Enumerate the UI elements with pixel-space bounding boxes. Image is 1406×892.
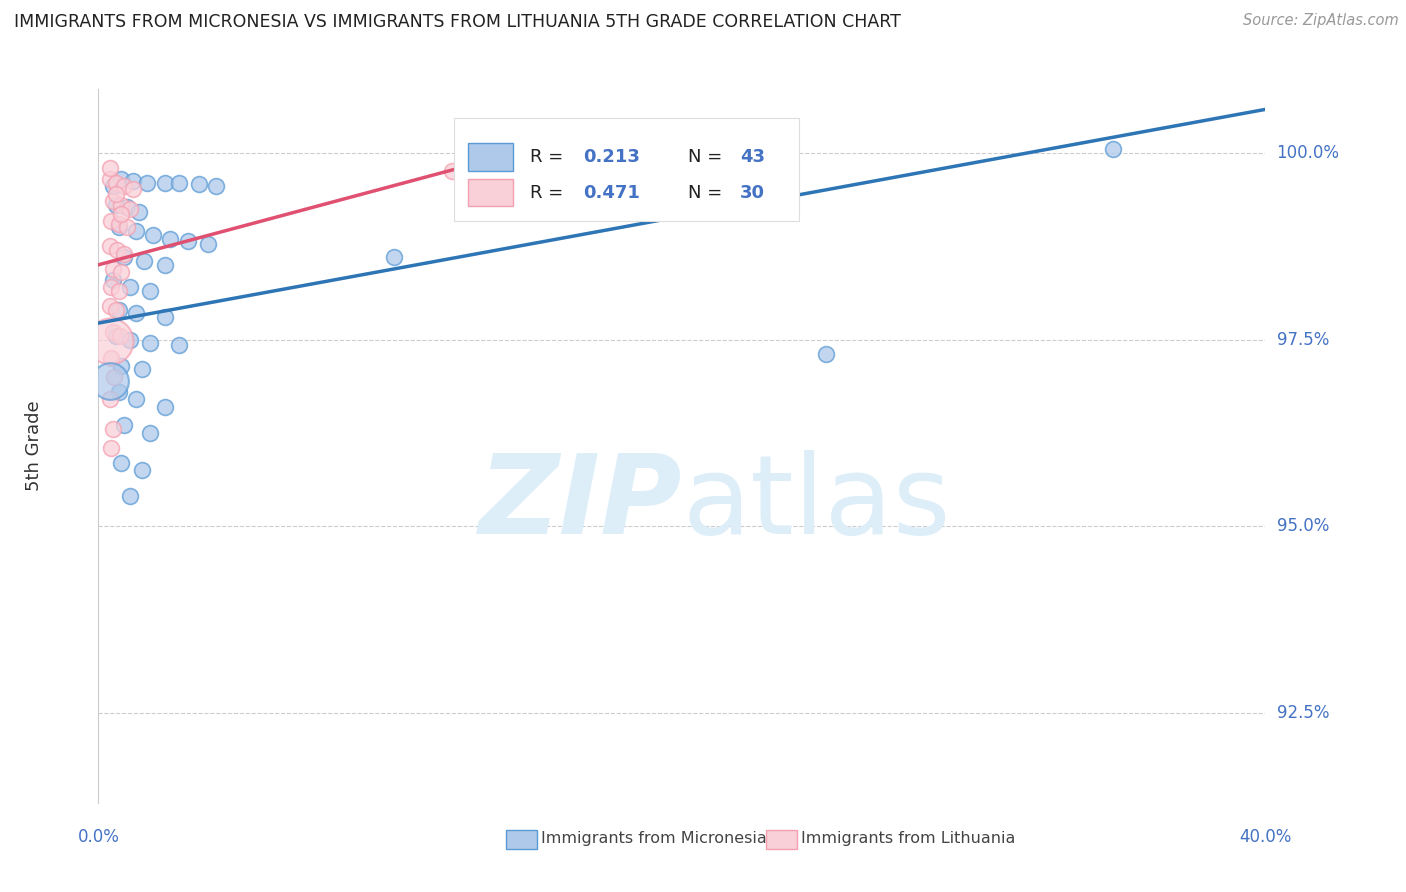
Point xyxy=(131,463,153,477)
Point xyxy=(188,177,211,191)
Point xyxy=(153,400,176,414)
Point xyxy=(100,334,122,348)
Point xyxy=(153,176,176,190)
Text: 100.0%: 100.0% xyxy=(1277,144,1340,161)
Point xyxy=(101,273,124,287)
Point xyxy=(128,205,150,219)
Point xyxy=(110,207,132,221)
Point xyxy=(104,186,127,201)
Point xyxy=(125,224,148,238)
FancyBboxPatch shape xyxy=(454,118,799,221)
Point xyxy=(384,250,406,264)
Point xyxy=(167,338,190,352)
Point xyxy=(112,179,135,194)
Text: 43: 43 xyxy=(741,148,765,166)
Point xyxy=(814,347,837,361)
Point xyxy=(125,306,148,320)
Text: 0.213: 0.213 xyxy=(582,148,640,166)
Point xyxy=(176,234,198,248)
Bar xyxy=(468,144,513,170)
Point xyxy=(100,374,122,388)
Point xyxy=(101,261,124,276)
Point xyxy=(118,333,141,347)
Point xyxy=(153,310,176,324)
Point xyxy=(118,202,141,216)
Text: 97.5%: 97.5% xyxy=(1277,331,1329,349)
Point xyxy=(103,370,125,384)
Point xyxy=(205,179,228,194)
Text: N =: N = xyxy=(688,148,728,166)
Text: IMMIGRANTS FROM MICRONESIA VS IMMIGRANTS FROM LITHUANIA 5TH GRADE CORRELATION CH: IMMIGRANTS FROM MICRONESIA VS IMMIGRANTS… xyxy=(14,13,901,31)
Point xyxy=(98,172,121,186)
Text: N =: N = xyxy=(688,184,728,202)
Point xyxy=(100,441,122,455)
Point xyxy=(139,284,162,298)
Point xyxy=(100,351,122,366)
Point xyxy=(107,217,129,231)
Point xyxy=(115,220,138,235)
Point xyxy=(197,236,219,251)
Text: atlas: atlas xyxy=(682,450,950,557)
Point xyxy=(136,176,159,190)
Point xyxy=(101,422,124,436)
Text: ZIP: ZIP xyxy=(478,450,682,557)
Point xyxy=(115,200,138,214)
Point xyxy=(104,328,127,343)
Point xyxy=(112,250,135,264)
Point xyxy=(104,176,127,190)
Point xyxy=(1102,142,1125,156)
Point xyxy=(122,174,145,188)
Point xyxy=(100,280,122,294)
Text: 30: 30 xyxy=(741,184,765,202)
Point xyxy=(104,302,127,317)
Point xyxy=(110,172,132,186)
Point xyxy=(142,227,165,242)
Point xyxy=(98,392,121,407)
Text: Immigrants from Lithuania: Immigrants from Lithuania xyxy=(801,830,1015,846)
Text: Immigrants from Micronesia: Immigrants from Micronesia xyxy=(541,830,768,846)
Point xyxy=(101,194,124,209)
Point xyxy=(112,246,135,260)
Point xyxy=(100,214,122,228)
Point xyxy=(118,490,141,504)
Point xyxy=(139,425,162,440)
Text: Source: ZipAtlas.com: Source: ZipAtlas.com xyxy=(1243,13,1399,29)
Text: 92.5%: 92.5% xyxy=(1277,704,1329,723)
Point xyxy=(105,243,128,257)
Point xyxy=(112,418,135,433)
Point xyxy=(110,198,132,212)
Text: 5th Grade: 5th Grade xyxy=(25,401,44,491)
Point xyxy=(110,359,132,373)
Point xyxy=(98,161,121,175)
Point xyxy=(101,325,124,339)
Text: R =: R = xyxy=(530,148,569,166)
Point xyxy=(139,336,162,351)
Bar xyxy=(468,179,513,206)
Point xyxy=(98,299,121,313)
Point xyxy=(153,258,176,272)
Point xyxy=(167,176,190,190)
Point xyxy=(104,198,127,212)
Point xyxy=(101,179,124,194)
Text: R =: R = xyxy=(530,184,569,202)
Point xyxy=(159,232,181,246)
Point xyxy=(110,456,132,470)
Point xyxy=(107,384,129,399)
Point xyxy=(108,328,131,343)
Point xyxy=(440,164,463,178)
Point xyxy=(110,265,132,279)
Point xyxy=(107,284,129,298)
Point xyxy=(122,181,145,195)
Point xyxy=(98,239,121,253)
Text: 0.0%: 0.0% xyxy=(77,828,120,846)
Point xyxy=(131,362,153,376)
Point xyxy=(107,302,129,317)
Point xyxy=(125,392,148,407)
Point xyxy=(134,254,156,268)
Text: 0.471: 0.471 xyxy=(582,184,640,202)
Text: 40.0%: 40.0% xyxy=(1239,828,1292,846)
Point xyxy=(118,280,141,294)
Text: 95.0%: 95.0% xyxy=(1277,517,1329,535)
Point xyxy=(107,220,129,235)
